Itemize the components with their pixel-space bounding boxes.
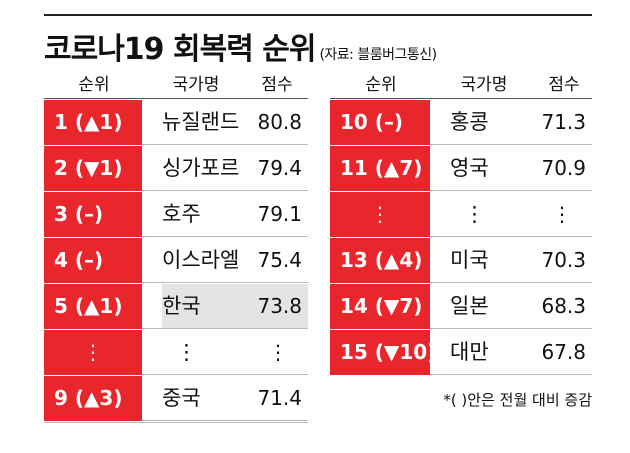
row-divider	[142, 420, 308, 421]
row-divider	[142, 374, 308, 375]
row-divider	[430, 236, 592, 237]
score-cell: 79.1	[257, 202, 302, 226]
row-divider	[430, 144, 592, 145]
score-cell: 71.4	[257, 386, 302, 410]
score-cell: 73.8	[257, 294, 302, 318]
header-country-right: 국가명	[460, 75, 508, 95]
rank-cell: 2 (▼1)	[44, 146, 142, 191]
country-cell: 영국	[450, 156, 489, 180]
country-cell: 뉴질랜드	[162, 110, 240, 134]
highlight-cell	[162, 284, 308, 329]
rank-cell: 5 (▲1)	[44, 284, 142, 329]
rank-cell: ⋮	[44, 330, 142, 375]
score-cell: 70.9	[541, 156, 586, 180]
rank-cell: 13 (▲4)	[330, 238, 430, 283]
row-divider	[142, 328, 308, 329]
score-cell: 80.8	[257, 110, 302, 134]
country-cell: 이스라엘	[162, 248, 240, 272]
table-row: 3 (–) 호주 79.1	[44, 192, 308, 237]
table-row: 11 (▲7) 영국 70.9	[330, 146, 592, 191]
score-cell: 67.8	[541, 340, 586, 364]
rank-cell: 11 (▲7)	[330, 146, 430, 191]
source-note: (자료: 블룸버그통신)	[319, 47, 437, 63]
country-cell: 홍콩	[450, 110, 489, 134]
score-cell: 71.3	[541, 110, 586, 134]
row-divider	[430, 190, 592, 191]
score-cell: 79.4	[257, 156, 302, 180]
rank-cell: 9 (▲3)	[44, 376, 142, 421]
header-rank-right: 순위	[365, 75, 397, 95]
row-divider	[142, 144, 308, 145]
table-row: ⋮ ⋮ ⋮	[44, 330, 308, 375]
table-row: 5 (▲1) 한국 73.8	[44, 284, 308, 329]
table-row: 15 (▼10) 대만 67.8	[330, 330, 592, 375]
country-cell: 싱가포르	[162, 156, 240, 180]
row-divider	[142, 236, 308, 237]
header-country-left: 국가명	[172, 75, 220, 95]
score-cell: 68.3	[541, 294, 586, 318]
table-row: ⋮ ⋮ ⋮	[330, 192, 592, 237]
table-row: 4 (–) 이스라엘 75.4	[44, 238, 308, 283]
country-cell: 일본	[450, 294, 489, 318]
score-cell: 75.4	[257, 248, 302, 272]
row-divider	[142, 190, 308, 191]
rank-cell: ⋮	[330, 192, 430, 237]
row-divider	[430, 374, 592, 375]
chart-title: 코로나19 회복력 순위	[44, 32, 316, 67]
header-rule-left	[44, 98, 308, 99]
rank-cell: 4 (–)	[44, 238, 142, 283]
score-cell: 70.3	[541, 248, 586, 272]
score-cell: ⋮	[552, 202, 572, 226]
bottom-rule-left	[44, 422, 308, 423]
table-row: 10 (–) 홍콩 71.3	[330, 100, 592, 145]
top-rule	[44, 14, 592, 16]
country-cell: 중국	[162, 386, 201, 410]
table-row: 13 (▲4) 미국 70.3	[330, 238, 592, 283]
score-cell: ⋮	[268, 340, 288, 364]
table-row: 1 (▲1) 뉴질랜드 80.8	[44, 100, 308, 145]
row-divider	[430, 282, 592, 283]
country-cell: 미국	[450, 248, 489, 272]
country-cell: ⋮	[464, 202, 485, 226]
rank-cell: 14 (▼7)	[330, 284, 430, 329]
rank-cell: 3 (–)	[44, 192, 142, 237]
footnote: *( )안은 전월 대비 증감	[443, 391, 592, 409]
row-divider	[142, 282, 308, 283]
header-score-right: 점수	[548, 75, 580, 95]
header-score-left: 점수	[261, 75, 293, 95]
rank-cell: 10 (–)	[330, 100, 430, 145]
table-row: 2 (▼1) 싱가포르 79.4	[44, 146, 308, 191]
rank-cell: 15 (▼10)	[330, 330, 436, 375]
rank-cell: 1 (▲1)	[44, 100, 142, 145]
table-row: 14 (▼7) 일본 68.3	[330, 284, 592, 329]
country-cell: ⋮	[176, 340, 197, 364]
country-cell: 호주	[162, 202, 201, 226]
header-rule-right	[330, 98, 592, 99]
row-divider	[430, 328, 592, 329]
header-rank-left: 순위	[78, 75, 110, 95]
country-cell: 대만	[450, 340, 489, 364]
title-block: 코로나19 회복력 순위 (자료: 블룸버그통신)	[44, 24, 437, 68]
country-cell: 한국	[162, 294, 201, 318]
table-row: 9 (▲3) 중국 71.4	[44, 376, 308, 421]
